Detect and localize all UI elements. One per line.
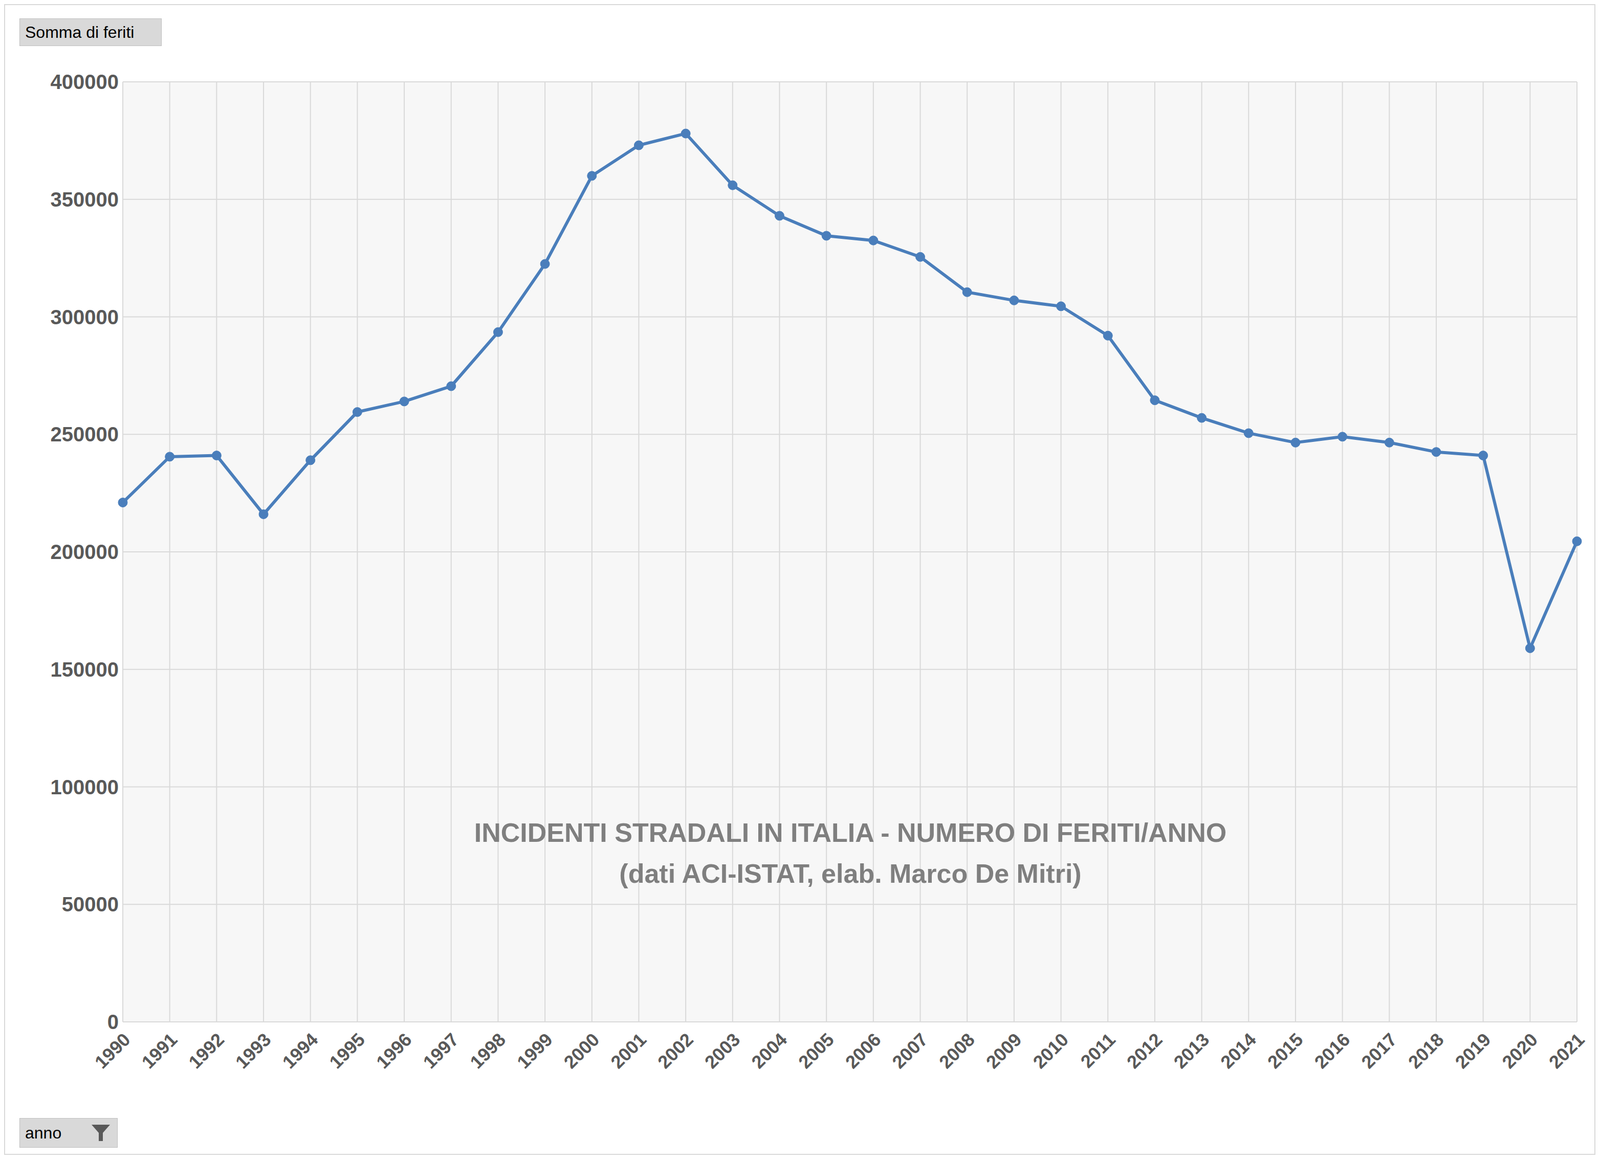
svg-text:1990: 1990 <box>90 1029 135 1074</box>
svg-text:300000: 300000 <box>50 305 119 329</box>
html-text:INCIDENTI STRADALI IN ITALIA -: INCIDENTI STRADALI IN ITALIA - NUMERO DI… <box>474 818 1227 848</box>
svg-text:1999: 1999 <box>512 1029 557 1074</box>
html-text:anno: anno <box>25 1123 62 1143</box>
svg-text:100000: 100000 <box>50 776 119 799</box>
svg-text:1997: 1997 <box>419 1029 464 1074</box>
svg-text:400000: 400000 <box>50 70 119 94</box>
svg-text:2017: 2017 <box>1356 1029 1401 1074</box>
svg-text:2015: 2015 <box>1263 1029 1308 1074</box>
svg-text:2020: 2020 <box>1497 1029 1542 1074</box>
svg-text:2007: 2007 <box>888 1029 933 1074</box>
svg-text:2013: 2013 <box>1169 1029 1214 1074</box>
svg-text:2010: 2010 <box>1028 1029 1073 1074</box>
svg-text:250000: 250000 <box>50 423 119 446</box>
svg-text:1994: 1994 <box>278 1029 323 1074</box>
svg-text:2002: 2002 <box>653 1029 698 1074</box>
svg-text:2008: 2008 <box>934 1029 979 1074</box>
svg-text:2001: 2001 <box>606 1029 651 1074</box>
svg-text:1995: 1995 <box>324 1029 369 1074</box>
svg-text:2016: 2016 <box>1310 1029 1355 1074</box>
svg-text:2003: 2003 <box>700 1029 745 1074</box>
svg-text:2019: 2019 <box>1451 1029 1496 1074</box>
svg-text:2014: 2014 <box>1216 1029 1261 1074</box>
svg-text:0: 0 <box>107 1011 119 1034</box>
svg-text:1991: 1991 <box>137 1029 182 1074</box>
svg-text:2009: 2009 <box>981 1029 1026 1074</box>
svg-text:2006: 2006 <box>841 1029 886 1074</box>
svg-text:350000: 350000 <box>50 188 119 211</box>
svg-text:2004: 2004 <box>747 1029 792 1074</box>
svg-text:2012: 2012 <box>1122 1029 1167 1074</box>
svg-text:2018: 2018 <box>1404 1029 1449 1074</box>
svg-text:200000: 200000 <box>50 540 119 564</box>
svg-text:2011: 2011 <box>1076 1029 1120 1073</box>
svg-text:2021: 2021 <box>1544 1029 1589 1074</box>
svg-text:1993: 1993 <box>231 1029 276 1074</box>
svg-text:2000: 2000 <box>559 1029 604 1074</box>
svg-text:50000: 50000 <box>61 893 119 916</box>
svg-text:150000: 150000 <box>50 658 119 682</box>
svg-text:1992: 1992 <box>184 1029 229 1074</box>
svg-text:1996: 1996 <box>371 1029 416 1074</box>
svg-text:1998: 1998 <box>465 1029 510 1074</box>
html-text:(dati ACI-ISTAT, elab. Marco D: (dati ACI-ISTAT, elab. Marco De Mitri) <box>619 859 1082 889</box>
html-text:Somma di feriti: Somma di feriti <box>25 22 135 42</box>
svg-text:2005: 2005 <box>794 1029 839 1074</box>
